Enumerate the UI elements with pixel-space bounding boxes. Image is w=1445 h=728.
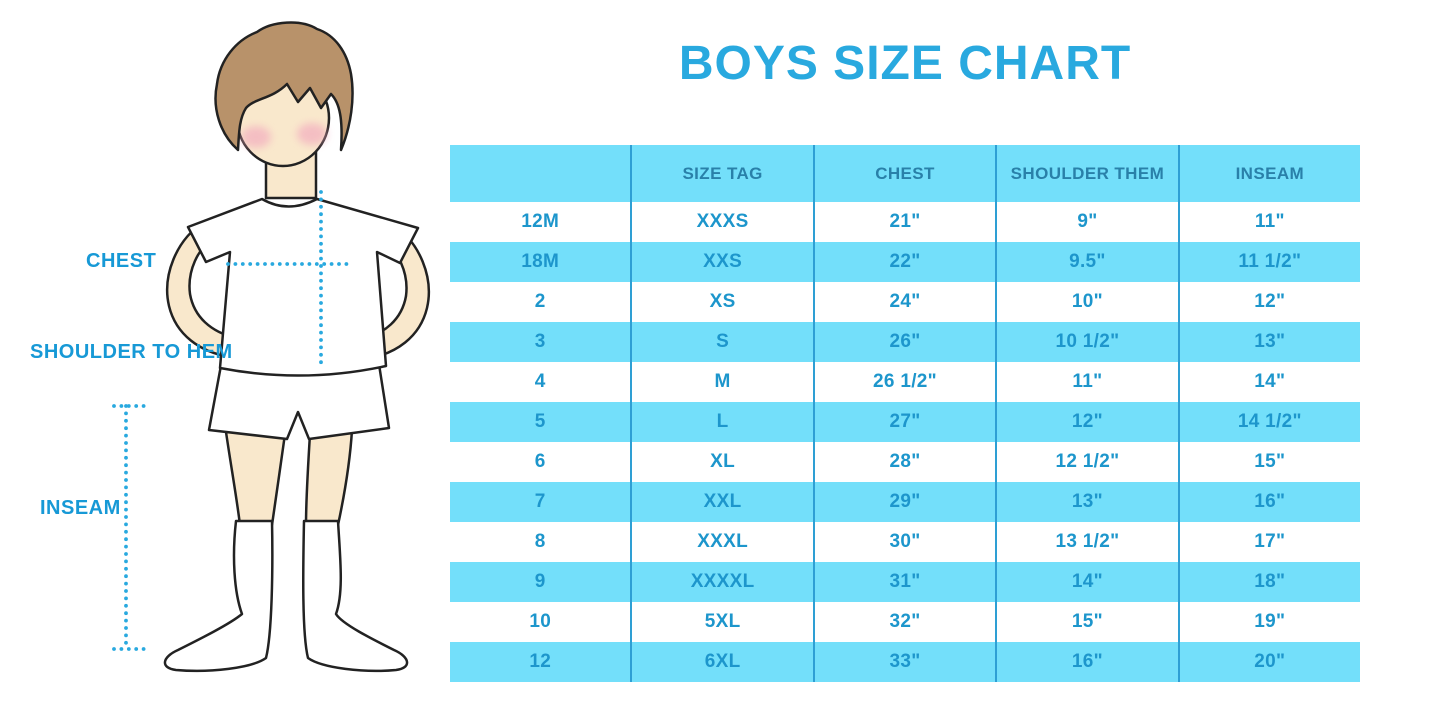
table-cell: XS — [632, 282, 815, 322]
table-cell: 12 — [450, 642, 633, 682]
header-cell-inseam: INSEAM — [1235, 163, 1305, 183]
table-cell: 6XL — [632, 642, 815, 682]
table-cell: 28" — [815, 442, 998, 482]
right-leg — [304, 428, 354, 527]
chest-label: CHEST — [86, 250, 157, 272]
table-cell: XL — [632, 442, 815, 482]
table-cell: 13" — [997, 482, 1180, 522]
table-cell: 18" — [1254, 571, 1286, 592]
header-cell-size — [450, 145, 633, 202]
table-cell: 15" — [1254, 451, 1286, 472]
t-shirt — [186, 197, 420, 377]
table-header-row: SIZE TAG CHEST SHOULDER THEM INSEAM — [450, 145, 1360, 202]
table-cell: XXXS — [632, 202, 815, 242]
table-row: 5 L 27" 12" 14 1/2" — [450, 402, 1360, 442]
table-row: 6 XL 28" 12 1/2" 15" — [450, 442, 1360, 482]
boy-figure-illustration — [0, 0, 450, 723]
table-cell: 12" — [997, 402, 1180, 442]
table-row: 8 XXXL 30" 13 1/2" 17" — [450, 522, 1360, 562]
table-cell: 11" — [1254, 211, 1285, 232]
table-cell: 10 — [450, 602, 633, 642]
table-cell: 30" — [815, 522, 998, 562]
table-cell: 7 — [450, 482, 633, 522]
table-row: 12 6XL 33" 16" 20" — [450, 642, 1360, 682]
header-cell-chest: CHEST — [815, 145, 998, 202]
page-title: BOYS SIZE CHART — [678, 37, 1132, 90]
table-cell: L — [632, 402, 815, 442]
table-cell: XXS — [632, 242, 815, 282]
table-row: 9 XXXXL 31" 14" 18" — [450, 562, 1360, 602]
blush-right — [297, 123, 327, 145]
table-cell: 10 1/2" — [997, 322, 1180, 362]
table-cell: 12M — [450, 202, 633, 242]
left-leg — [224, 430, 287, 527]
table-cell: 3 — [450, 322, 633, 362]
size-table-body: 12M XXXS 21" 9" 11" 18M XXS 22" 9.5" 11 1/2" 2 XS 24… — [450, 202, 1360, 682]
table-cell: 12 1/2" — [997, 442, 1180, 482]
table-cell: 10" — [997, 282, 1180, 322]
table-cell: 6 — [450, 442, 633, 482]
table-cell: XXXXL — [632, 562, 815, 602]
table-cell: 13 1/2" — [997, 522, 1180, 562]
table-cell: 19" — [1254, 611, 1286, 632]
table-cell: 5 — [450, 402, 633, 442]
table-cell: 16" — [1254, 491, 1286, 512]
table-cell: 17" — [1254, 531, 1286, 552]
table-cell: XXL — [632, 482, 815, 522]
table-cell: 31" — [815, 562, 998, 602]
table-cell: 24" — [815, 282, 998, 322]
table-cell: 9 — [450, 562, 633, 602]
table-cell: 11" — [997, 362, 1180, 402]
table-row: 7 XXL 29" 13" 16" — [450, 482, 1360, 522]
table-cell: 32" — [815, 602, 998, 642]
table-cell: 26 1/2" — [815, 362, 998, 402]
table-cell: 21" — [815, 202, 998, 242]
header-cell-size-tag: SIZE TAG — [632, 145, 815, 202]
table-cell: 27" — [815, 402, 998, 442]
table-row: 12M XXXS 21" 9" 11" — [450, 202, 1360, 242]
table-cell: 5XL — [632, 602, 815, 642]
table-cell: 33" — [815, 642, 998, 682]
hair — [214, 21, 354, 152]
table-cell: 13" — [1254, 331, 1286, 352]
table-cell: 22" — [815, 242, 998, 282]
table-row: 3 S 26" 10 1/2" 13" — [450, 322, 1360, 362]
table-cell: M — [632, 362, 815, 402]
table-cell: 9.5" — [997, 242, 1180, 282]
table-row: 2 XS 24" 10" 12" — [450, 282, 1360, 322]
table-cell: 14 1/2" — [1237, 411, 1302, 432]
size-table: SIZE TAG CHEST SHOULDER THEM INSEAM 12M X… — [450, 145, 1360, 682]
header-cell-shoulder: SHOULDER THEM — [997, 145, 1180, 202]
table-cell: 15" — [997, 602, 1180, 642]
table-cell: 9" — [997, 202, 1180, 242]
table-cell: 20" — [1254, 651, 1286, 672]
shoulder-to-hem-label: SHOULDER TO HEM — [30, 341, 233, 363]
table-cell: 16" — [997, 642, 1180, 682]
table-cell: 8 — [450, 522, 633, 562]
table-cell: S — [632, 322, 815, 362]
right-sock — [302, 519, 409, 673]
table-row: 4 M 26 1/2" 11" 14" — [450, 362, 1360, 402]
blush-left — [241, 126, 271, 148]
boy-figure-svg — [112, 21, 431, 673]
table-cell: 14" — [997, 562, 1180, 602]
table-cell: 14" — [1254, 371, 1286, 392]
table-row: 18M XXS 22" 9.5" 11 1/2" — [450, 242, 1360, 282]
table-cell: 26" — [815, 322, 998, 362]
inseam-label: INSEAM — [40, 497, 121, 519]
table-cell: 29" — [815, 482, 998, 522]
table-cell: 18M — [450, 242, 633, 282]
left-sock — [163, 519, 274, 673]
table-row: 10 5XL 32" 15" 19" — [450, 602, 1360, 642]
table-cell: XXXL — [632, 522, 815, 562]
table-cell: 11 1/2" — [1238, 251, 1302, 272]
table-cell: 2 — [450, 282, 633, 322]
table-cell: 12" — [1254, 291, 1286, 312]
table-cell: 4 — [450, 362, 633, 402]
